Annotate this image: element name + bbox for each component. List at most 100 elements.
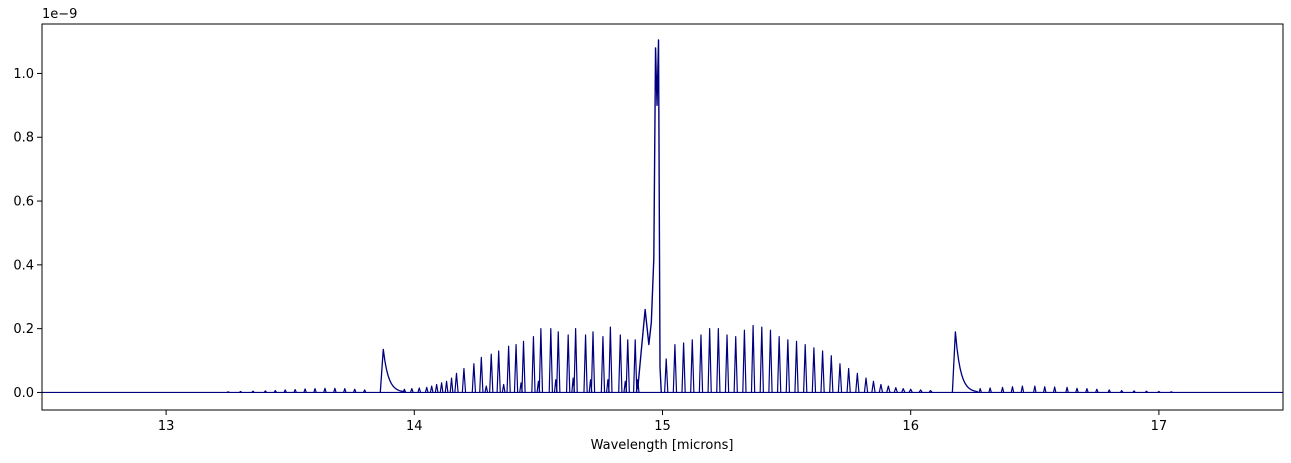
r-branch-line (716, 328, 721, 393)
weak-line (1052, 386, 1057, 393)
weak-line (988, 387, 992, 393)
q-branch-peak (636, 39, 662, 393)
weak-line (362, 389, 367, 393)
p-branch-line (556, 331, 561, 393)
weak-line (303, 388, 307, 393)
r-branch-line (698, 334, 704, 393)
x-tick-label: 17 (1151, 419, 1168, 434)
r-branch-line (908, 388, 913, 393)
small-line (424, 386, 429, 393)
weak-line (1075, 387, 1079, 393)
p-branch-line (625, 339, 630, 393)
r-branch-line (750, 324, 756, 393)
small-line (417, 387, 422, 393)
weak-line (251, 390, 255, 393)
r-branch-line (901, 388, 906, 393)
p-branch-line (496, 350, 501, 393)
r-branch-line (820, 350, 825, 393)
p-branch-line (521, 340, 526, 393)
y-tick-label: 0.2 (13, 322, 34, 337)
p-branch-line (538, 328, 544, 393)
p-branch-line (590, 331, 596, 393)
r-branch-line (785, 339, 791, 393)
weak-line (1169, 391, 1173, 393)
r-branch-line (863, 377, 869, 393)
p-branch-line (454, 372, 459, 393)
chart-axes: 13 14 15 16 17 0.0 0.2 0.4 0.6 0.8 1.0 (13, 67, 1167, 434)
p-branch-line (513, 344, 519, 393)
r-branch-line (664, 358, 669, 393)
y-tick-label: 0.4 (13, 258, 34, 273)
r-branch-line (829, 355, 834, 393)
r-branch-line (878, 383, 884, 393)
plot-background (42, 24, 1283, 410)
weak-line (1119, 389, 1124, 393)
chart-marks (42, 39, 1283, 394)
r-branch-line (918, 389, 923, 393)
weak-line (343, 388, 347, 393)
weak-line (1020, 385, 1025, 393)
r-branch-line (794, 340, 799, 393)
small-line (439, 382, 444, 393)
p-branch-line (633, 339, 638, 393)
small-line (434, 383, 439, 393)
small-line (409, 388, 414, 393)
p-branch-line (600, 336, 606, 393)
x-tick-label: 16 (902, 419, 919, 434)
r-branch-line (776, 336, 782, 393)
r-branch-line (759, 326, 764, 393)
x-axis-label: Wavelength [microns] (591, 438, 734, 453)
band-head (951, 331, 978, 393)
weak-line (283, 389, 287, 393)
r-branch-line (871, 380, 876, 393)
small-line (484, 385, 489, 393)
p-branch-line (583, 334, 588, 393)
weak-line (1107, 389, 1112, 393)
weak-line (1033, 385, 1037, 393)
small-line (429, 385, 434, 393)
x-tick-label: 13 (158, 419, 175, 434)
plot-frame (41, 23, 1284, 411)
r-branch-line (803, 344, 808, 393)
weak-line (293, 388, 297, 393)
p-branch-line (531, 336, 536, 393)
x-tick-label: 15 (654, 419, 671, 434)
r-branch-line (811, 347, 817, 393)
r-branch-line (742, 329, 747, 393)
p-branch-line (608, 326, 613, 393)
r-branch-line (928, 389, 933, 393)
weak-line (238, 390, 243, 393)
small-line (449, 377, 454, 393)
weak-line (1144, 390, 1149, 393)
y-tick-label: 0.0 (13, 386, 34, 401)
r-branch-line (768, 329, 773, 393)
small-line (501, 383, 506, 393)
p-branch-line (489, 353, 494, 393)
weak-line (263, 390, 268, 393)
weak-line (1042, 386, 1047, 393)
p-branch-line (618, 334, 623, 393)
p-branch-line (506, 345, 511, 393)
weak-line (1157, 390, 1161, 393)
weak-line (226, 391, 230, 393)
small-line (444, 380, 449, 393)
y-tick-label: 0.6 (13, 195, 34, 210)
y-offset-label: 1e−9 (42, 7, 77, 22)
weak-line (333, 387, 337, 393)
p-branch-line (548, 328, 554, 393)
weak-line (323, 387, 327, 393)
weak-line (313, 388, 317, 393)
r-branch-line (690, 339, 695, 393)
p-branch-line (565, 334, 571, 393)
p-branch-line (479, 356, 484, 393)
weak-line (1010, 386, 1015, 393)
weak-line (1000, 386, 1005, 393)
weak-line (1065, 386, 1069, 393)
r-branch-line (707, 328, 712, 393)
weak-line (352, 388, 357, 393)
weak-line (1132, 390, 1136, 393)
weak-line (1095, 388, 1099, 393)
p-branch-line (573, 328, 578, 393)
band-head (379, 348, 406, 393)
